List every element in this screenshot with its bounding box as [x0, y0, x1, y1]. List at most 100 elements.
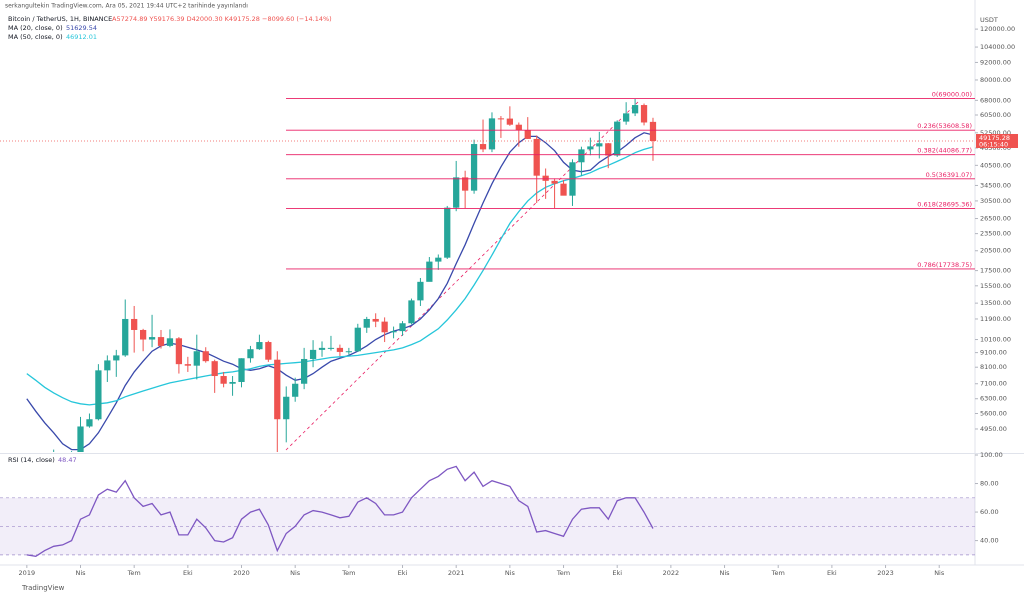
candle-body [184, 364, 191, 366]
fib-level-label: 0.236(53608.58) [917, 122, 972, 130]
fib-level-label: 0.382(44086.77) [917, 147, 972, 155]
fib-level-label: 0.786(17738.75) [917, 261, 972, 269]
x-tick-label: Eki [827, 569, 837, 577]
x-tick-label: 2019 [19, 569, 36, 577]
y-tick-label: 30500.00 [980, 197, 1011, 205]
x-tick-label: Nis [290, 569, 301, 577]
candle-body [363, 318, 370, 328]
candle-body [175, 338, 183, 365]
candle-body [131, 318, 138, 330]
x-tick-label: Nis [75, 569, 86, 577]
last-price-label: 49175.28 [979, 134, 1010, 142]
y-tick-label: 20500.00 [980, 247, 1011, 255]
x-tick-label: 2020 [233, 569, 250, 577]
y-tick-label: 7100.00 [980, 380, 1007, 388]
x-tick-label: 2023 [877, 569, 894, 577]
y-tick-label: 6300.00 [980, 395, 1007, 403]
candle-body [256, 342, 263, 350]
candle-body [560, 183, 567, 196]
y-tick-label: 60500.00 [980, 111, 1011, 119]
y-tick-label: 13500.00 [980, 299, 1011, 307]
fib-level-label: 0.618(28695.36) [917, 201, 972, 209]
candle-body [578, 149, 585, 163]
legend-value: 46912.01 [66, 33, 97, 41]
x-tick-label: Nis [720, 569, 731, 577]
x-tick-label: Eki [398, 569, 408, 577]
candle-body [77, 426, 84, 452]
y-tick-label: 40500.00 [980, 161, 1011, 169]
candle-body [533, 138, 540, 176]
candle-body [381, 321, 388, 333]
y-tick-label: 26500.00 [980, 215, 1011, 223]
y-tick-label: 4950.00 [980, 425, 1007, 433]
moving-average [26, 132, 654, 451]
y-tick-label: 11900.00 [980, 315, 1011, 323]
y-tick-label: 8100.00 [980, 363, 1007, 371]
candle-body [524, 130, 531, 139]
legend-value: 51629.54 [66, 24, 97, 32]
countdown: 06:15:40 [979, 141, 1008, 149]
y-tick-label: 120000.00 [980, 25, 1015, 33]
candle-body [309, 349, 317, 359]
candle-body [453, 177, 460, 208]
y-tick-label: 5600.00 [980, 410, 1007, 418]
rsi-tick-label: 60.00 [980, 508, 999, 516]
candle-body [614, 121, 621, 156]
candle-body [318, 347, 326, 350]
y-tick-label: 15500.00 [980, 282, 1011, 290]
candle-body [390, 331, 397, 333]
candle-body [426, 261, 433, 282]
candle-body [157, 337, 165, 346]
y-tick-label: 80000.00 [980, 76, 1011, 84]
candle-body [292, 383, 299, 397]
candle-body [113, 355, 120, 361]
candle-body [623, 113, 630, 122]
y-tick-label: 23500.00 [980, 230, 1011, 238]
candle-body [515, 124, 522, 131]
x-tick-label: Eki [183, 569, 193, 577]
candle-body [139, 329, 147, 340]
candle-body [435, 257, 442, 262]
candle-body [148, 337, 156, 340]
attribution: serkangultekin TradingView.com, Ara 05, … [5, 3, 248, 10]
x-tick-label: Tem [771, 569, 785, 577]
x-tick-label: 2021 [448, 569, 465, 577]
x-tick-label: Tem [127, 569, 141, 577]
candle-body [596, 143, 603, 147]
candle-body [488, 118, 496, 150]
price-pane [26, 98, 657, 452]
candle-body [345, 351, 352, 353]
rsi-line [26, 465, 654, 557]
candle-body [283, 396, 290, 420]
y-tick-label: 17500.00 [980, 267, 1011, 275]
fib-level-label: 0(69000.00) [932, 91, 972, 99]
candle-body [229, 381, 236, 384]
candle-body [274, 359, 281, 420]
y-tick-label: 92000.00 [980, 58, 1011, 66]
candle-body [551, 180, 558, 184]
x-tick-label: Nis [505, 569, 516, 577]
candle-body [265, 342, 272, 360]
candle-body [587, 146, 594, 150]
candle-body [408, 300, 415, 324]
candle-body [649, 121, 657, 142]
candle-body [542, 175, 549, 181]
y-tick-label: 104000.00 [980, 43, 1015, 51]
y-tick-label: 9100.00 [980, 349, 1007, 357]
candle-body [631, 105, 639, 114]
candle-body [104, 360, 111, 371]
rsi-tick-label: 100.00 [980, 451, 1003, 459]
candle-body [372, 318, 379, 322]
candle-body [122, 318, 129, 356]
candle-body [166, 338, 174, 346]
x-tick-label: 2022 [663, 569, 680, 577]
candle-body [470, 144, 478, 191]
candle-body [497, 118, 505, 120]
x-tick-label: Nis [934, 569, 945, 577]
y-tick-label: 10100.00 [980, 336, 1011, 344]
y-tick-label: 46500.00 [980, 144, 1011, 152]
candle-body [238, 358, 245, 382]
candle-body [605, 143, 612, 156]
